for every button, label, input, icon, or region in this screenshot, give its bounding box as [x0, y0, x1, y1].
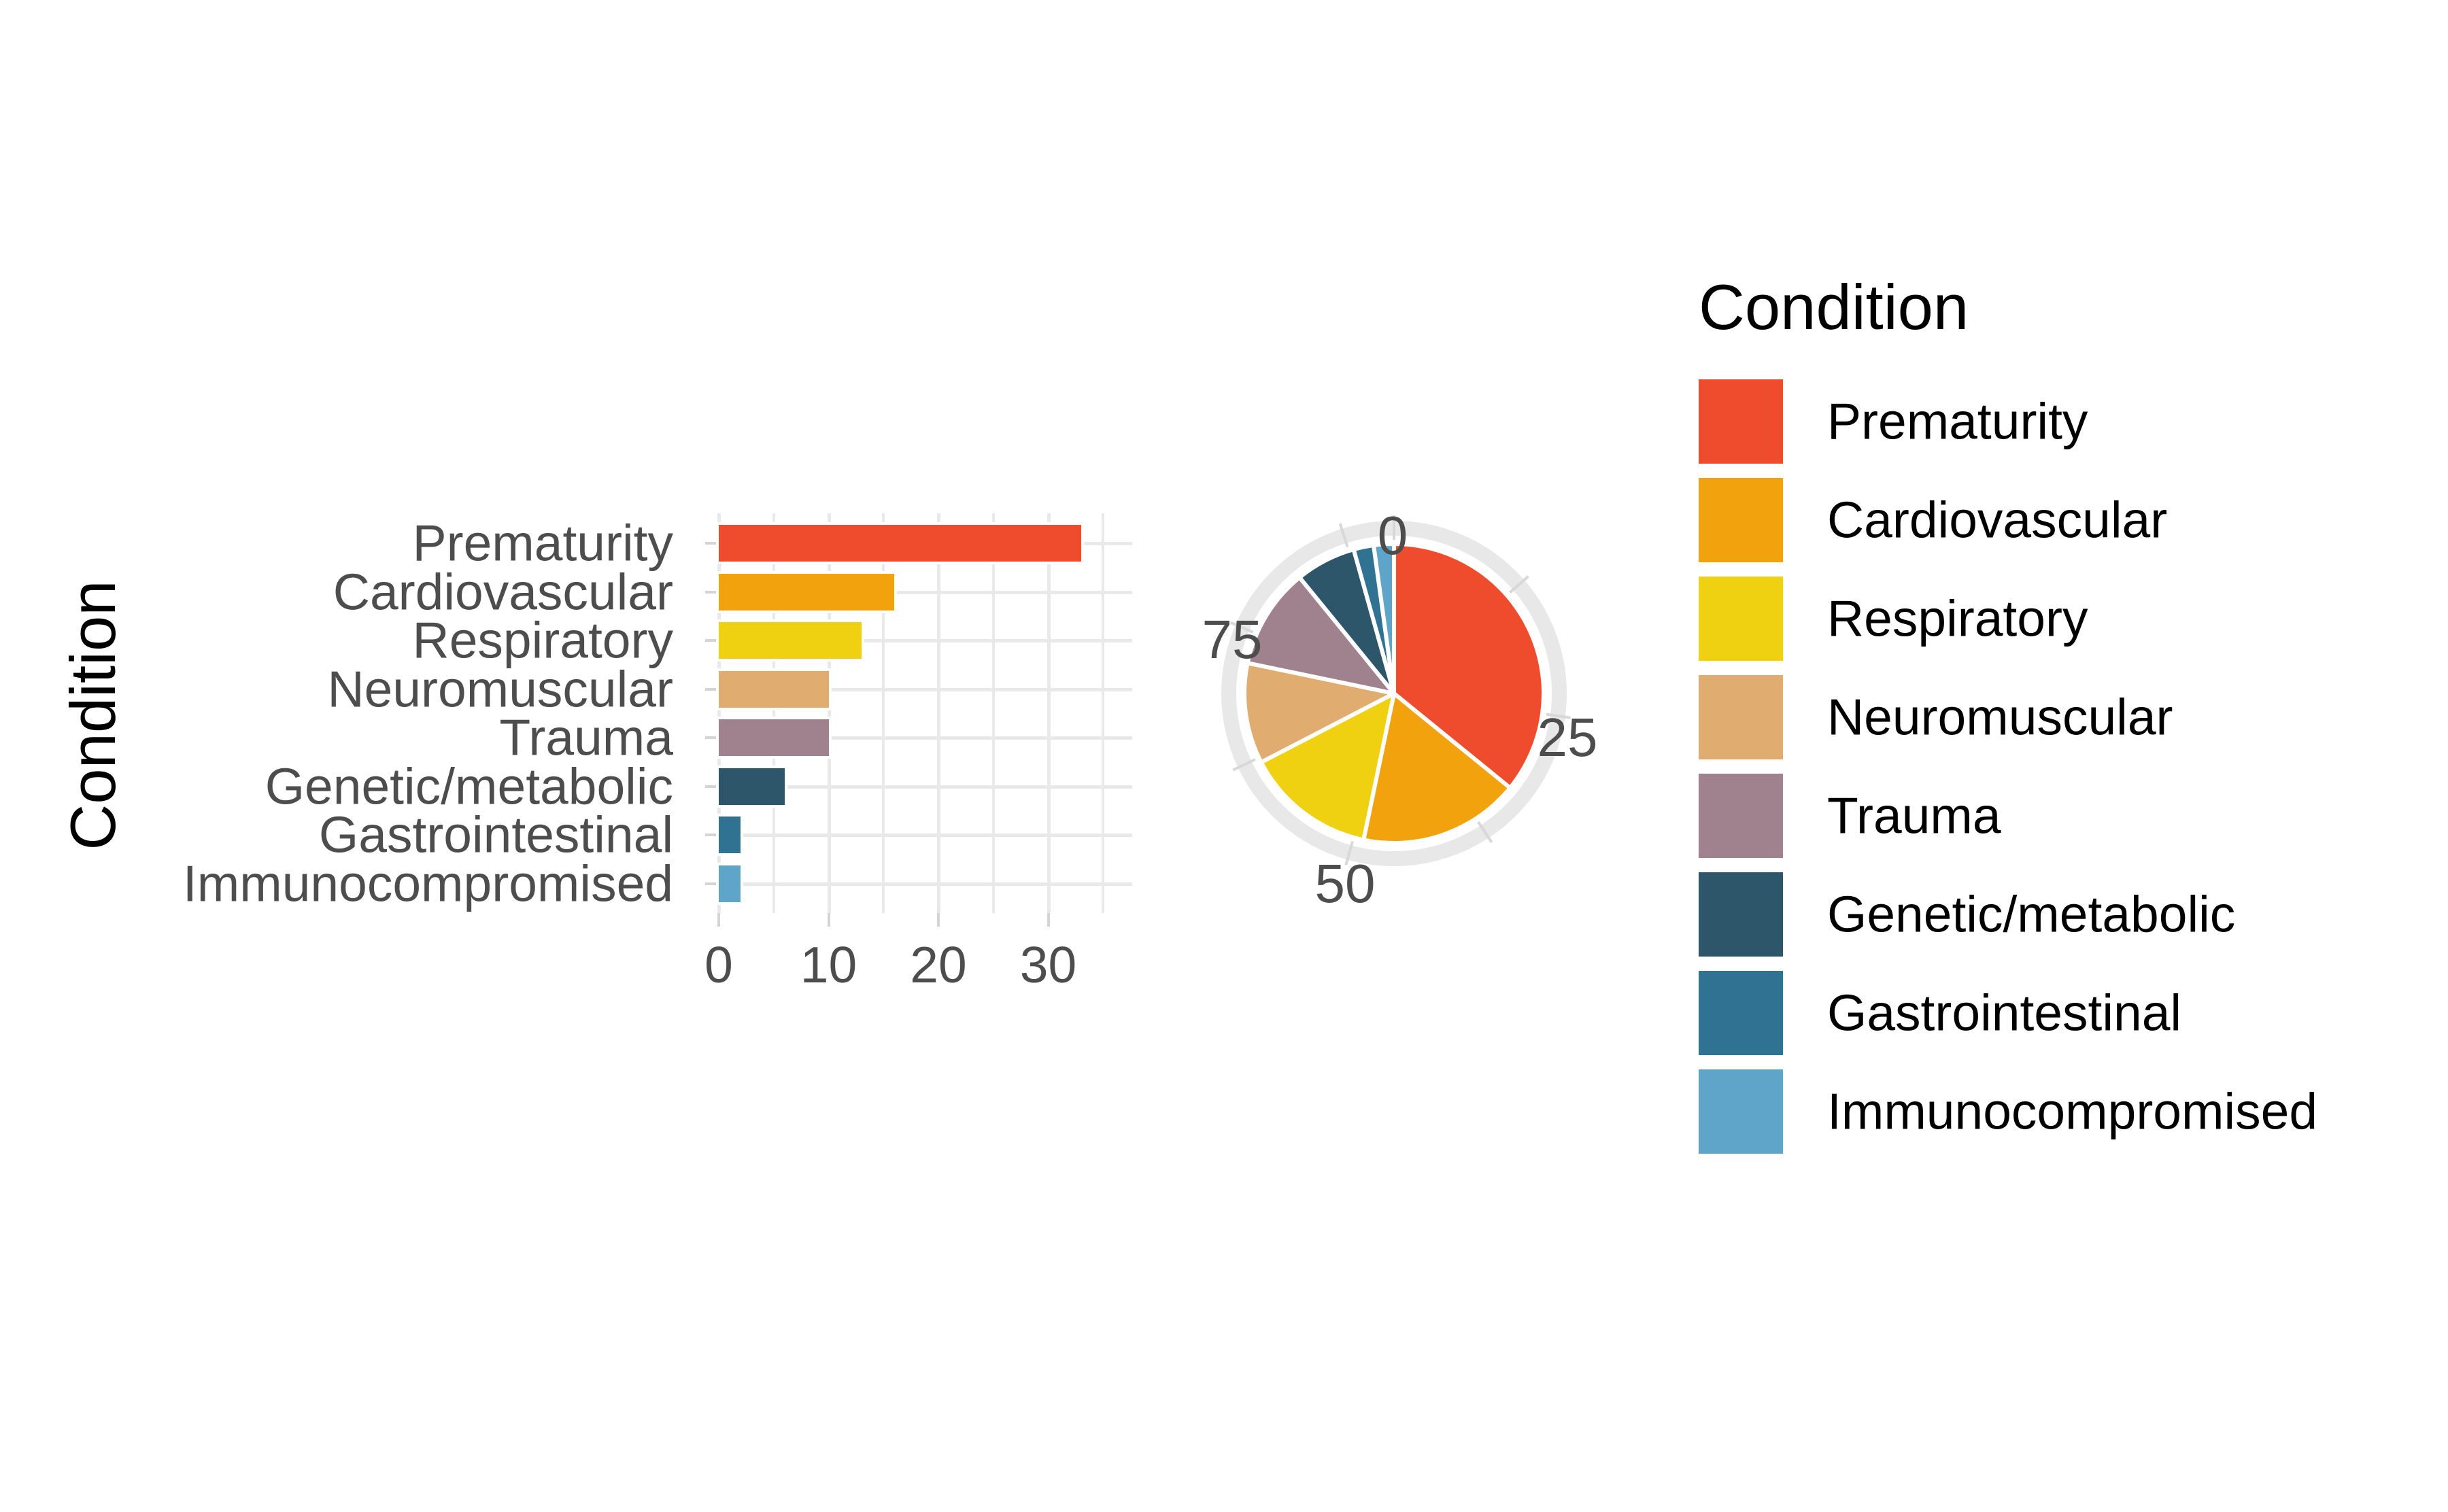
x-axis-tick	[937, 913, 940, 927]
pie-slice-respiratory	[1259, 691, 1396, 842]
y-axis-tick	[705, 834, 719, 836]
legend-swatch-prematurity	[1699, 379, 1783, 464]
legend-swatch-trauma	[1699, 774, 1783, 858]
y-major-gridline	[719, 542, 1132, 545]
y-axis-label: Respiratory	[412, 611, 673, 669]
x-major-gridline	[717, 513, 721, 913]
pie-axis-tick	[1232, 758, 1256, 772]
x-axis-tick	[717, 913, 720, 927]
y-major-gridline	[719, 882, 1132, 886]
y-axis-tick	[705, 590, 719, 594]
legend-label: Prematurity	[1827, 392, 2088, 450]
y-axis-label: Cardiovascular	[333, 563, 673, 620]
bar-trauma	[719, 719, 829, 756]
bar-prematurity	[719, 525, 1081, 562]
y-axis-tick	[705, 736, 719, 739]
pie-axis-tick	[1344, 841, 1354, 865]
y-axis-label: Neuromuscular	[327, 660, 673, 717]
legend-label: Respiratory	[1827, 589, 2088, 647]
y-major-gridline	[719, 687, 1132, 691]
y-axis-tick	[705, 785, 719, 788]
y-axis-label: Prematurity	[412, 514, 673, 572]
y-major-gridline	[719, 639, 1132, 642]
x-minor-gridline	[882, 513, 885, 913]
pie-axis-label: 0	[1377, 505, 1408, 566]
pie-axis-tick	[1229, 621, 1254, 634]
legend-swatch-gastrointestinal	[1699, 971, 1783, 1055]
bar-immunocompromised	[719, 865, 741, 902]
y-axis-label: Immunocompromised	[182, 855, 673, 912]
legend-swatch-immunocompromised	[1699, 1069, 1783, 1154]
bar-genetic-metabolic	[719, 768, 785, 805]
pie-axis-tick	[1509, 575, 1529, 594]
x-major-gridline	[937, 513, 940, 913]
x-major-gridline	[827, 513, 831, 913]
y-major-gridline	[719, 590, 1132, 594]
legend-swatch-respiratory	[1699, 577, 1783, 661]
pie-axis-tick	[1546, 712, 1571, 719]
legend-swatch-cardiovascular	[1699, 478, 1783, 562]
legend-label: Immunocompromised	[1827, 1082, 2318, 1140]
x-axis-label: 10	[800, 936, 857, 993]
pie-slice-immunocompromised	[1372, 542, 1396, 695]
y-axis-tick	[705, 687, 719, 691]
legend-swatch-genetic-metabolic	[1699, 872, 1783, 957]
pie-slice-cardiovascular	[1361, 691, 1512, 845]
legend-label: Trauma	[1827, 787, 2001, 844]
y-axis-label: Genetic/metabolic	[265, 757, 673, 814]
pie-axis-label: 75	[1202, 609, 1263, 670]
pie-chart	[1221, 515, 1571, 866]
x-minor-gridline	[991, 513, 995, 913]
pie-slice-prematurity	[1392, 542, 1546, 790]
bar-neuromuscular	[719, 670, 829, 708]
legend-title: Condition	[1699, 271, 1969, 343]
x-major-gridline	[1047, 513, 1051, 913]
bar-cardiovascular	[719, 573, 895, 611]
y-axis-label: Gastrointestinal	[318, 806, 673, 863]
y-major-gridline	[719, 785, 1132, 789]
x-axis-tick	[1047, 913, 1050, 927]
bar-respiratory	[719, 622, 862, 659]
pie-axis-label: 25	[1537, 707, 1598, 768]
x-axis-label: 0	[704, 936, 733, 993]
x-minor-gridline	[1102, 513, 1105, 913]
y-axis-tick	[705, 639, 719, 642]
x-axis-label: 20	[910, 936, 967, 993]
pie-axis-tick	[1338, 523, 1349, 548]
bar-y-axis-title: Condition	[57, 580, 129, 850]
pie-slice-neuromuscular	[1242, 661, 1396, 765]
y-major-gridline	[719, 736, 1132, 740]
legend-label: Gastrointestinal	[1827, 984, 2182, 1042]
legend-label: Genetic/metabolic	[1827, 885, 2236, 943]
legend-label: Cardiovascular	[1827, 491, 2168, 549]
x-axis-tick	[827, 913, 830, 927]
pie-slice-trauma	[1245, 575, 1396, 695]
x-axis-label: 30	[1019, 936, 1077, 993]
x-minor-gridline	[772, 513, 775, 913]
y-axis-tick	[705, 542, 719, 545]
pie-axis-tick	[1477, 821, 1493, 844]
legend-label: Neuromuscular	[1827, 688, 2173, 746]
y-axis-tick	[705, 882, 719, 885]
legend-swatch-neuromuscular	[1699, 675, 1783, 759]
pie-axis-label: 50	[1314, 853, 1376, 914]
y-axis-label: Trauma	[499, 708, 673, 766]
bar-gastrointestinal	[719, 817, 741, 853]
y-major-gridline	[719, 834, 1132, 837]
